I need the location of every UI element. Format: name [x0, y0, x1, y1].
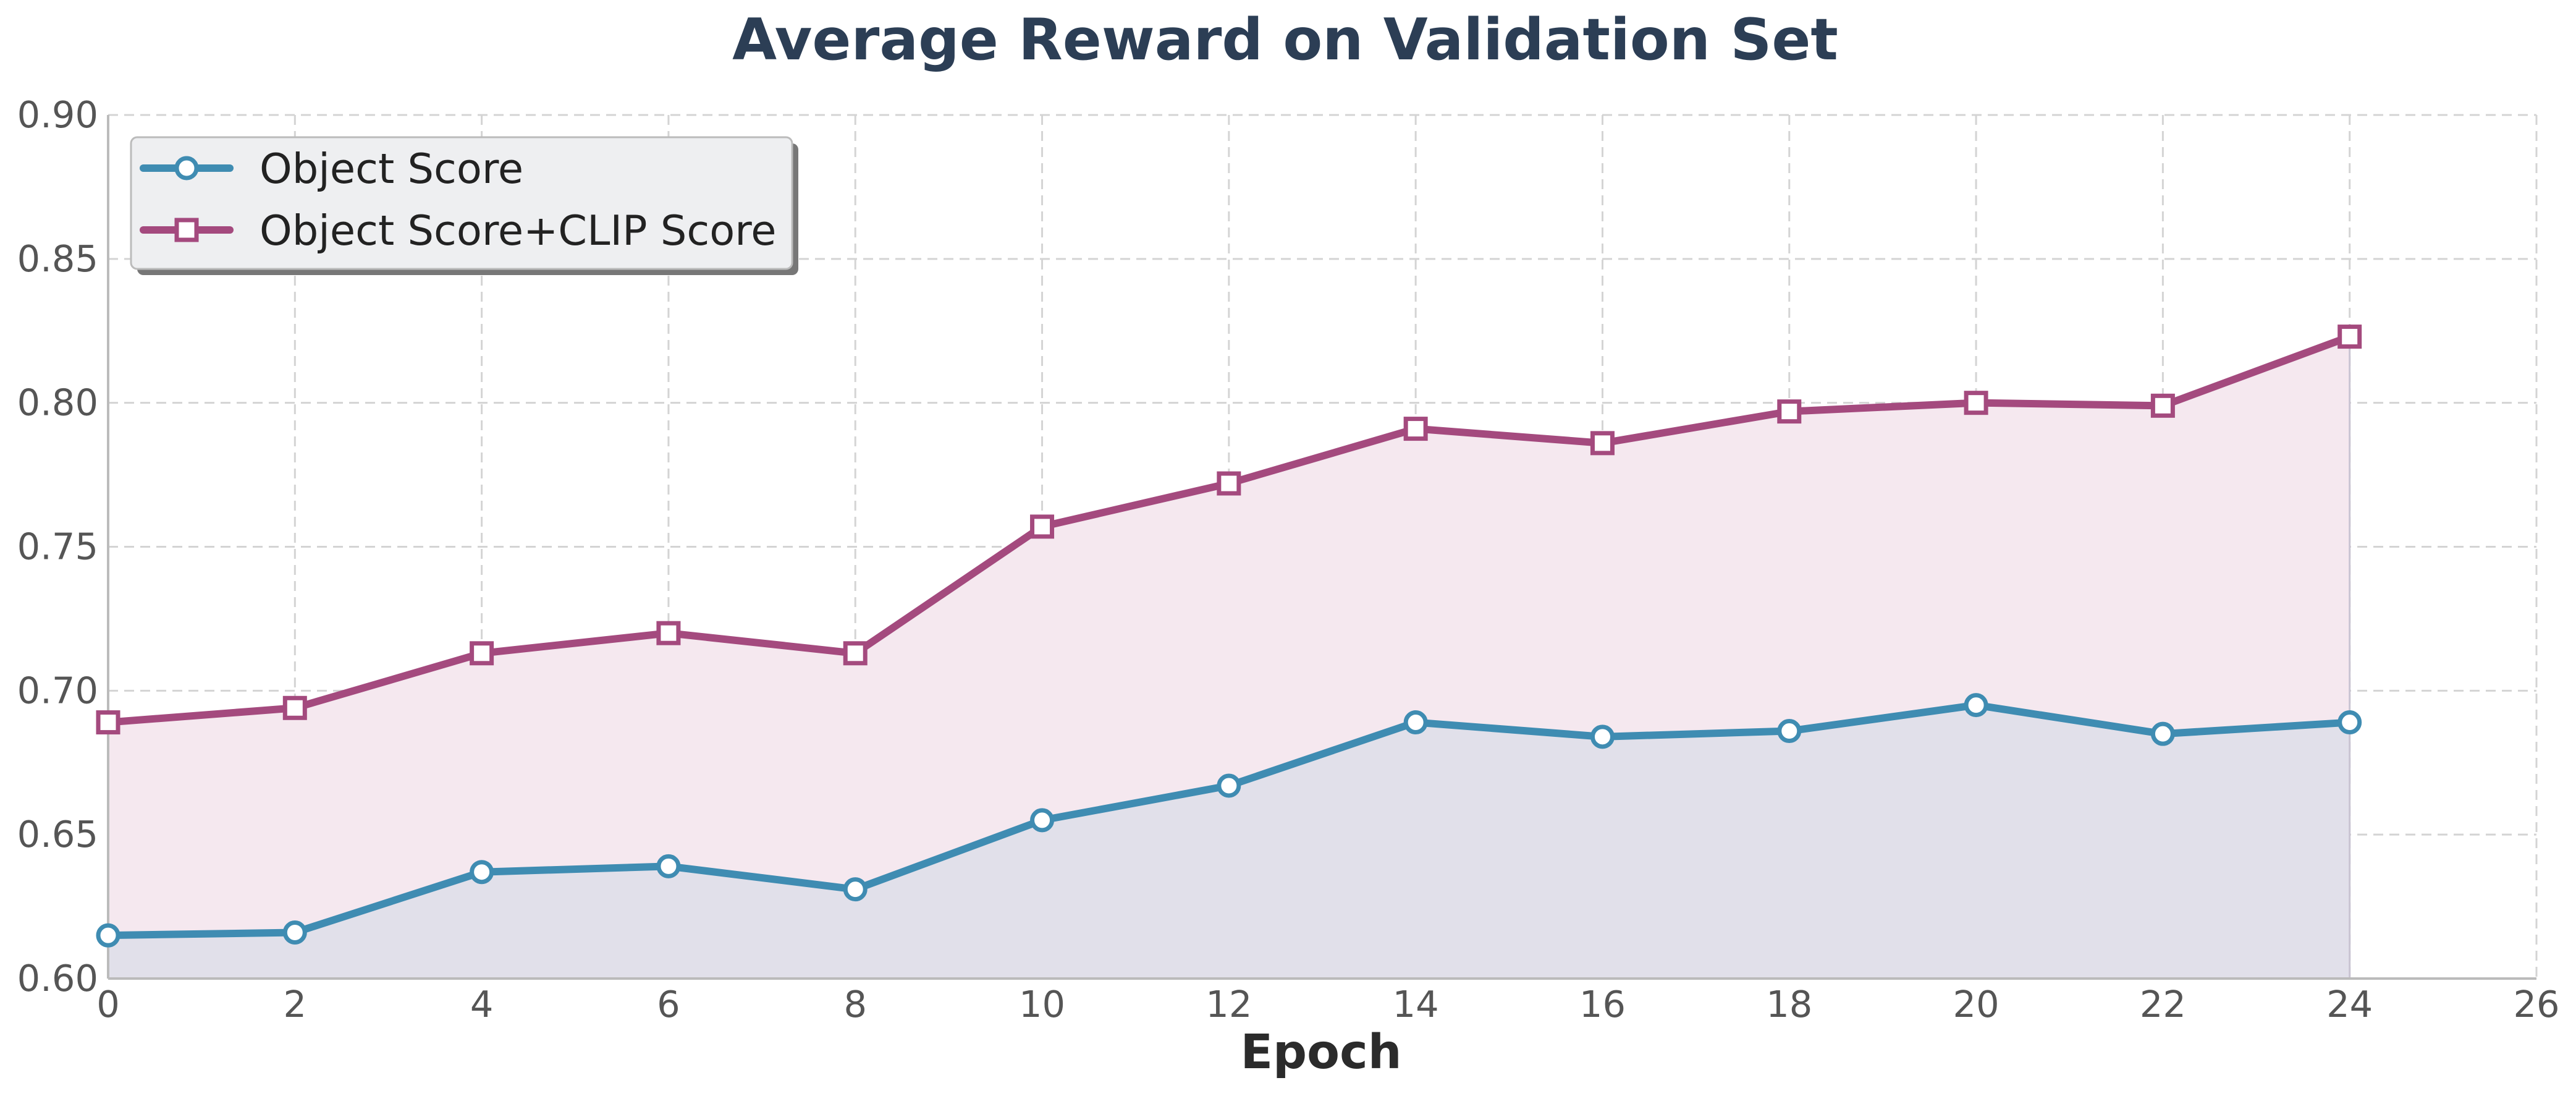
legend-marker-circle	[174, 156, 199, 181]
x-tick-label: 2	[284, 983, 307, 1026]
x-tick-label: 0	[96, 983, 120, 1026]
point-clip-score	[470, 641, 494, 666]
x-tick-label: 14	[1393, 983, 1439, 1026]
x-tick-label: 10	[1019, 983, 1065, 1026]
y-tick-label: 0.70	[17, 669, 98, 712]
chart-title: Average Reward on Validation Set	[732, 6, 1838, 73]
point-object-score	[656, 854, 681, 878]
x-tick-label: 22	[2140, 983, 2186, 1026]
point-object-score	[1590, 724, 1615, 749]
point-object-score	[1777, 719, 1802, 744]
x-tick-label: 8	[843, 983, 867, 1026]
area-fill-object-score	[108, 705, 2350, 979]
point-clip-score	[2150, 393, 2175, 418]
point-clip-score	[1217, 471, 1241, 496]
legend-box	[130, 136, 793, 270]
y-tick-label: 0.90	[17, 93, 98, 136]
x-tick-label: 4	[470, 983, 494, 1026]
point-clip-score	[1403, 417, 1428, 441]
point-object-score	[1964, 693, 1988, 718]
point-object-score	[1403, 710, 1428, 735]
legend: Object Score Object Score+CLIP Score	[130, 136, 798, 275]
point-object-score	[2337, 710, 2362, 735]
y-tick-label: 0.85	[17, 237, 98, 280]
point-clip-score	[656, 621, 681, 645]
legend-label: Object Score+CLIP Score	[260, 206, 777, 255]
x-axis-label: Epoch	[1240, 1025, 1401, 1080]
point-object-score	[96, 923, 120, 948]
point-clip-score	[96, 710, 120, 735]
x-tick-label: 18	[1766, 983, 1812, 1026]
point-object-score	[470, 860, 494, 885]
point-clip-score	[843, 641, 868, 666]
point-clip-score	[1964, 391, 1988, 415]
x-tick-label: 6	[657, 983, 680, 1026]
axes	[107, 115, 2536, 980]
y-tick-label: 0.60	[17, 957, 98, 1000]
series-markers	[96, 325, 2362, 948]
x-tick-label: 20	[1953, 983, 2000, 1026]
y-tick-label: 0.65	[17, 813, 98, 856]
point-clip-score	[1030, 514, 1055, 539]
point-object-score	[282, 920, 307, 945]
legend-label: Object Score	[260, 145, 523, 193]
point-object-score	[843, 877, 868, 902]
x-tick-label: 12	[1206, 983, 1252, 1026]
x-tick-label: 24	[2326, 983, 2373, 1026]
y-tick-label: 0.80	[17, 381, 98, 424]
point-clip-score	[1590, 431, 1615, 456]
area-fill-clip-score	[108, 336, 2350, 936]
x-tick-label: 26	[2513, 983, 2559, 1026]
point-object-score	[1217, 773, 1241, 798]
area-fills	[108, 336, 2351, 979]
point-clip-score	[2337, 325, 2362, 349]
tick-labels: 0 2 4 6 8 10 12 14 16 18 20 22 24 260.600.650.700.750…	[17, 93, 2560, 1026]
point-clip-score	[282, 695, 307, 720]
point-clip-score	[1777, 399, 1802, 424]
legend-marker-square	[174, 218, 199, 242]
point-object-score	[2150, 721, 2175, 746]
y-tick-label: 0.75	[17, 525, 98, 568]
point-object-score	[1030, 808, 1055, 833]
x-tick-label: 16	[1579, 983, 1626, 1026]
